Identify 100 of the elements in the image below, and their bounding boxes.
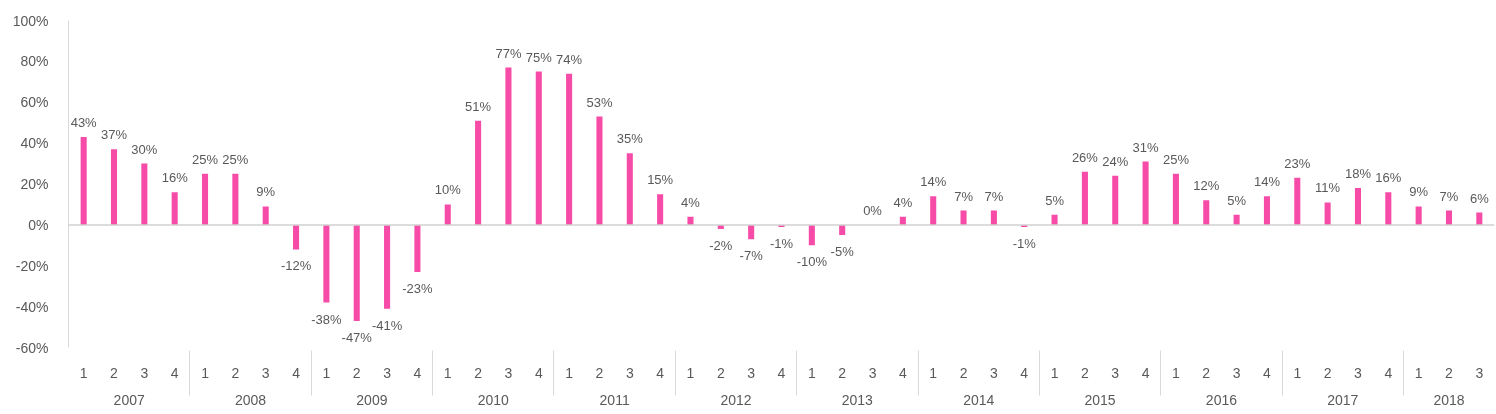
data-label: 23% bbox=[1284, 155, 1311, 171]
data-label: -1% bbox=[769, 235, 794, 251]
data-label: 37% bbox=[101, 127, 128, 143]
category-label: 3 bbox=[1232, 364, 1241, 381]
category-label: 3 bbox=[1475, 364, 1484, 381]
category-label: 1 bbox=[79, 364, 88, 381]
category-label: 2013 bbox=[841, 391, 873, 408]
category-label: 4 bbox=[898, 364, 907, 381]
category-label: 1 bbox=[201, 364, 209, 381]
data-label: 7% bbox=[954, 188, 974, 204]
data-label: 24% bbox=[1102, 153, 1129, 169]
category-label: 4 bbox=[1263, 364, 1271, 381]
data-label: -10% bbox=[796, 254, 828, 270]
category-label: 2008 bbox=[234, 391, 267, 408]
y-tick-label: 0% bbox=[28, 216, 49, 233]
category-label: 2010 bbox=[477, 391, 509, 408]
category-label: 2 bbox=[716, 364, 725, 381]
data-label: -23% bbox=[402, 280, 434, 296]
data-label: 16% bbox=[1375, 170, 1402, 186]
data-label: 7% bbox=[1439, 188, 1459, 204]
data-label: 16% bbox=[161, 170, 189, 186]
category-label: 2015 bbox=[1084, 391, 1116, 408]
data-label: 9% bbox=[1409, 184, 1429, 200]
category-label: 3 bbox=[747, 364, 756, 381]
category-label: 2 bbox=[838, 364, 847, 381]
category-label: 1 bbox=[1172, 364, 1180, 381]
category-label: 3 bbox=[868, 364, 877, 381]
data-label: -7% bbox=[739, 248, 764, 264]
category-label: 1 bbox=[565, 364, 574, 381]
category-label: 2 bbox=[231, 364, 240, 381]
data-label: -5% bbox=[830, 244, 855, 260]
category-label: 2011 bbox=[599, 391, 630, 408]
data-label: -2% bbox=[709, 237, 733, 253]
category-label: 2012 bbox=[720, 391, 752, 408]
category-label: 4 bbox=[1141, 364, 1150, 381]
category-label: 2 bbox=[1323, 364, 1332, 381]
data-label: -1% bbox=[1012, 235, 1037, 251]
data-label: 35% bbox=[616, 131, 644, 147]
data-label: -38% bbox=[311, 311, 343, 327]
data-label: 4% bbox=[681, 194, 701, 210]
category-label: 1 bbox=[807, 364, 816, 381]
data-label: 25% bbox=[222, 151, 249, 167]
data-label: 26% bbox=[1071, 149, 1099, 165]
data-label: 10% bbox=[434, 182, 462, 198]
category-label: 3 bbox=[504, 364, 513, 381]
data-label: 9% bbox=[256, 184, 276, 200]
data-label: 6% bbox=[1469, 190, 1490, 206]
category-label: 3 bbox=[383, 364, 391, 381]
y-tick-label: -40% bbox=[15, 298, 49, 315]
y-tick-label: 80% bbox=[20, 53, 49, 70]
y-tick-label: 40% bbox=[20, 135, 49, 152]
y-tick-label: 100% bbox=[12, 12, 49, 29]
category-label: 4 bbox=[170, 364, 179, 381]
category-label: 4 bbox=[1384, 364, 1393, 381]
category-label: 2 bbox=[959, 364, 968, 381]
category-label: 4 bbox=[1020, 364, 1029, 381]
data-label: 51% bbox=[465, 98, 492, 114]
category-label: 3 bbox=[140, 364, 149, 381]
data-label: 14% bbox=[1253, 174, 1281, 190]
category-label: 2009 bbox=[356, 391, 388, 408]
category-label: 3 bbox=[261, 364, 270, 381]
category-label: 1 bbox=[1414, 364, 1423, 381]
data-label: -47% bbox=[341, 329, 373, 345]
data-label: 5% bbox=[1227, 192, 1247, 208]
data-label: 7% bbox=[984, 188, 1004, 204]
data-label: 18% bbox=[1344, 166, 1372, 182]
category-label: 4 bbox=[413, 364, 422, 381]
category-label: 2 bbox=[352, 364, 361, 381]
data-label: 5% bbox=[1045, 192, 1065, 208]
category-label: 3 bbox=[625, 364, 634, 381]
data-label: 75% bbox=[525, 49, 553, 65]
data-label: -12% bbox=[280, 258, 312, 274]
category-label: 4 bbox=[292, 364, 300, 381]
data-label: 14% bbox=[920, 174, 947, 190]
category-label: 1 bbox=[1050, 364, 1059, 381]
category-label: 1 bbox=[929, 364, 938, 381]
data-label: 12% bbox=[1193, 178, 1220, 194]
y-tick-label: 60% bbox=[20, 94, 49, 111]
data-label: 43% bbox=[70, 114, 98, 130]
category-label: 2 bbox=[110, 364, 118, 381]
category-label: 1 bbox=[1293, 364, 1302, 381]
y-tick-label: -20% bbox=[15, 257, 49, 274]
category-label: 2 bbox=[595, 364, 604, 381]
category-label: 2 bbox=[1202, 364, 1211, 381]
category-label: 3 bbox=[1111, 364, 1120, 381]
category-label: 4 bbox=[777, 364, 786, 381]
category-label: 2016 bbox=[1205, 391, 1238, 408]
category-label: 2014 bbox=[963, 391, 995, 408]
category-label: 2 bbox=[1445, 364, 1453, 381]
category-label: 4 bbox=[656, 364, 665, 381]
data-label: 31% bbox=[1132, 139, 1160, 155]
data-label: 30% bbox=[131, 141, 158, 157]
category-label: 3 bbox=[1354, 364, 1362, 381]
y-tick-label: 20% bbox=[20, 176, 49, 192]
category-label: 2 bbox=[1081, 364, 1089, 381]
data-label: 25% bbox=[192, 151, 219, 167]
data-label: 74% bbox=[556, 51, 583, 67]
category-label: 2 bbox=[474, 364, 482, 381]
data-label: 11% bbox=[1315, 180, 1341, 196]
data-label: 77% bbox=[495, 45, 522, 61]
